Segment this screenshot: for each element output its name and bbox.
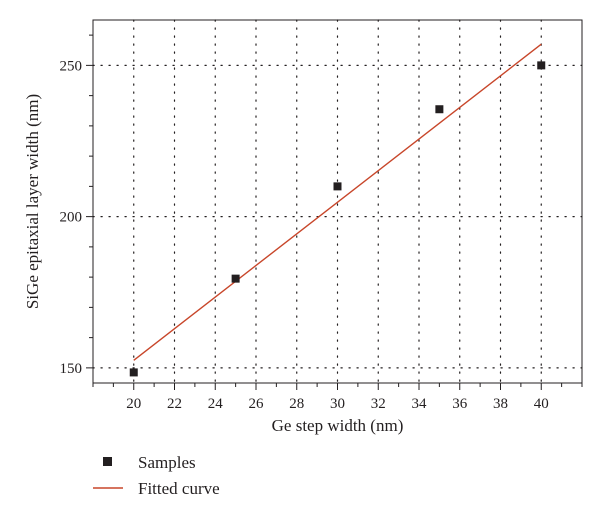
legend: Samples Fitted curve [93,453,220,498]
grid-lines [92,19,583,384]
x-tick-label: 34 [412,396,428,412]
sample-point [129,368,138,377]
x-tick-label: 22 [167,396,182,412]
sample-point [435,105,444,114]
x-tick-label: 38 [493,396,508,412]
legend-marker-samples [103,457,112,466]
sample-point [333,182,342,191]
legend-label-samples: Samples [138,453,196,472]
y-tick-label: 150 [60,361,83,377]
y-axis-label: SiGe epitaxial layer width (nm) [23,94,42,309]
x-axis-ticks: 20 22 24 26 28 30 32 34 36 38 40 [92,383,583,412]
x-tick-label: 36 [452,396,468,412]
x-tick-label: 28 [289,396,304,412]
sample-point [231,274,240,283]
x-axis-label: Ge step width (nm) [272,416,404,435]
x-tick-label: 20 [126,396,141,412]
x-tick-label: 32 [371,396,386,412]
x-tick-label: 24 [208,396,224,412]
legend-label-fitted-curve: Fitted curve [138,479,220,498]
x-tick-label: 40 [534,396,549,412]
y-tick-label: 250 [60,58,83,74]
x-tick-label: 30 [330,396,345,412]
y-tick-label: 200 [60,210,83,226]
series-layer [129,43,546,377]
y-axis-ticks: 150 200 250 [60,34,93,377]
fitted-curve-line [133,43,542,361]
x-tick-label: 26 [249,396,265,412]
sample-point [537,61,546,70]
